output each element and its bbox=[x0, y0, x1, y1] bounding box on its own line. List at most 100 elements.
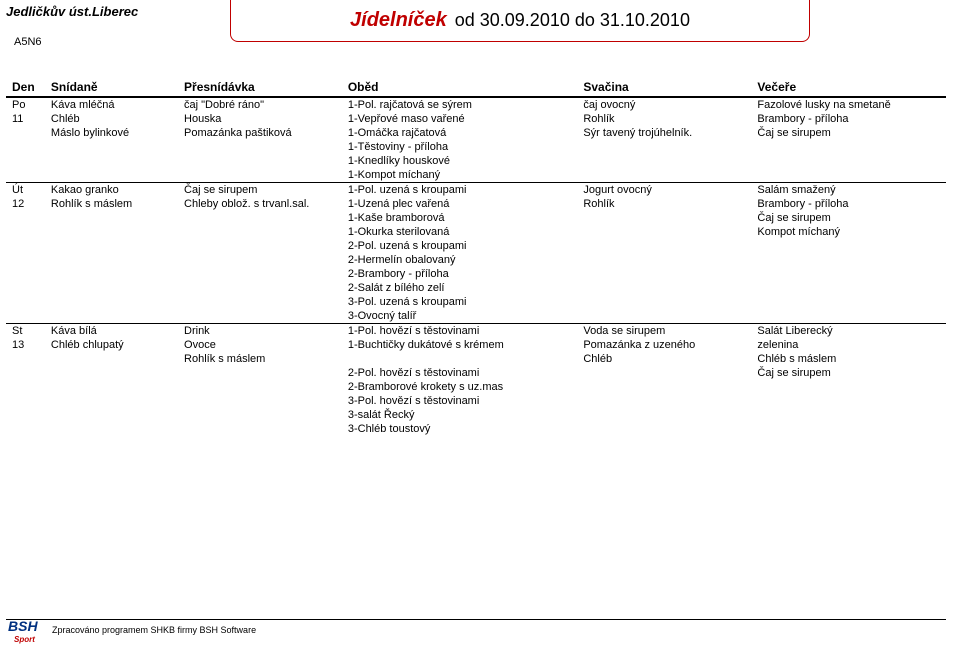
logo-sub-text: Sport bbox=[14, 635, 35, 644]
day-cell bbox=[6, 267, 45, 281]
menu-cell: Čaj se sirupem bbox=[178, 183, 342, 198]
table-row: PoKáva mléčnáčaj "Dobré ráno"1-Pol. rajč… bbox=[6, 97, 946, 112]
menu-cell: Houska bbox=[178, 112, 342, 126]
menu-cell: Voda se sirupem bbox=[577, 324, 751, 339]
menu-cell bbox=[45, 253, 178, 267]
menu-cell: Salám smažený bbox=[751, 183, 946, 198]
menu-cell: 1-Okurka sterilovaná bbox=[342, 225, 578, 239]
table-row: 1-Kompot míchaný bbox=[6, 168, 946, 183]
day-cell bbox=[6, 394, 45, 408]
menu-cell bbox=[45, 352, 178, 366]
col-lunch: Oběd bbox=[342, 78, 578, 97]
table-row: 2-Pol. uzená s kroupami bbox=[6, 239, 946, 253]
day-cell: St bbox=[6, 324, 45, 339]
menu-cell bbox=[178, 281, 342, 295]
day-cell bbox=[6, 140, 45, 154]
menu-cell: Kompot míchaný bbox=[751, 225, 946, 239]
menu-cell bbox=[178, 366, 342, 380]
day-cell bbox=[6, 366, 45, 380]
menu-cell bbox=[45, 267, 178, 281]
menu-cell bbox=[342, 352, 578, 366]
menu-cell bbox=[751, 309, 946, 324]
menu-cell: Sýr tavený trojúhelník. bbox=[577, 126, 751, 140]
day-cell bbox=[6, 281, 45, 295]
menu-cell bbox=[178, 239, 342, 253]
table-row: 3-salát Řecký bbox=[6, 408, 946, 422]
menu-cell: Rohlík bbox=[577, 197, 751, 211]
menu-cell: 1-Těstoviny - příloha bbox=[342, 140, 578, 154]
day-cell bbox=[6, 380, 45, 394]
menu-cell bbox=[178, 309, 342, 324]
day-cell bbox=[6, 352, 45, 366]
menu-cell: 2-Bramborové krokety s uz.mas bbox=[342, 380, 578, 394]
col-snack1: Přesnídávka bbox=[178, 78, 342, 97]
menu-cell: 2-Salát z bílého zelí bbox=[342, 281, 578, 295]
menu-cell: 1-Omáčka rajčatová bbox=[342, 126, 578, 140]
day-cell bbox=[6, 422, 45, 436]
menu-cell: Káva mléčná bbox=[45, 97, 178, 112]
col-breakfast: Snídaně bbox=[45, 78, 178, 97]
menu-cell: Chléb s máslem bbox=[751, 352, 946, 366]
menu-cell bbox=[577, 380, 751, 394]
menu-cell: 1-Pol. rajčatová se sýrem bbox=[342, 97, 578, 112]
menu-cell bbox=[577, 211, 751, 225]
menu-cell bbox=[577, 239, 751, 253]
menu-cell: Rohlík s máslem bbox=[45, 197, 178, 211]
menu-cell bbox=[577, 408, 751, 422]
table-row: 1-Okurka sterilovaná Kompot míchaný bbox=[6, 225, 946, 239]
menu-cell: 1-Pol. hovězí s těstovinami bbox=[342, 324, 578, 339]
table-row: StKáva bíláDrink1-Pol. hovězí s těstovin… bbox=[6, 324, 946, 339]
menu-cell: 2-Pol. uzená s kroupami bbox=[342, 239, 578, 253]
day-cell bbox=[6, 225, 45, 239]
menu-cell bbox=[178, 168, 342, 183]
bsh-logo: BSH Sport bbox=[8, 618, 44, 642]
menu-cell bbox=[751, 239, 946, 253]
menu-cell bbox=[45, 211, 178, 225]
menu-cell bbox=[45, 408, 178, 422]
table-row: 2-Salát z bílého zelí bbox=[6, 281, 946, 295]
menu-cell bbox=[577, 225, 751, 239]
menu-cell bbox=[178, 225, 342, 239]
menu-cell bbox=[178, 267, 342, 281]
table-row: 13Chléb chlupatýOvoce1-Buchtičky dukátov… bbox=[6, 338, 946, 352]
menu-cell: 1-Pol. uzená s kroupami bbox=[342, 183, 578, 198]
menu-cell bbox=[577, 422, 751, 436]
menu-cell bbox=[751, 394, 946, 408]
menu-cell bbox=[178, 295, 342, 309]
table-row: 1-Knedlíky houskové bbox=[6, 154, 946, 168]
menu-cell bbox=[751, 422, 946, 436]
menu-cell: 3-Pol. uzená s kroupami bbox=[342, 295, 578, 309]
menu-cell: 1-Kompot míchaný bbox=[342, 168, 578, 183]
menu-cell bbox=[577, 295, 751, 309]
menu-cell bbox=[577, 154, 751, 168]
menu-cell bbox=[178, 253, 342, 267]
menu-cell: 3-salát Řecký bbox=[342, 408, 578, 422]
menu-cell bbox=[751, 267, 946, 281]
logo-main-text: BSH bbox=[8, 618, 38, 634]
menu-cell: Chléb bbox=[577, 352, 751, 366]
day-cell bbox=[6, 253, 45, 267]
menu-cell: 2-Brambory - příloha bbox=[342, 267, 578, 281]
menu-cell: Rohlík s máslem bbox=[178, 352, 342, 366]
table-row: Máslo bylinkovéPomazánka paštiková1-Omáč… bbox=[6, 126, 946, 140]
footer: BSH Sport Zpracováno programem SHKB firm… bbox=[8, 618, 256, 642]
menu-cell: Káva bílá bbox=[45, 324, 178, 339]
menu-cell: 1-Uzená plec vařená bbox=[342, 197, 578, 211]
menu-cell bbox=[178, 408, 342, 422]
table-header-row: Den Snídaně Přesnídávka Oběd Svačina Več… bbox=[6, 78, 946, 97]
table-row: 2-Pol. hovězí s těstovinamiČaj se sirupe… bbox=[6, 366, 946, 380]
menu-cell bbox=[751, 380, 946, 394]
day-cell bbox=[6, 239, 45, 253]
menu-cell: Brambory - příloha bbox=[751, 197, 946, 211]
menu-cell bbox=[45, 309, 178, 324]
menu-cell bbox=[577, 140, 751, 154]
day-cell bbox=[6, 126, 45, 140]
menu-cell bbox=[577, 281, 751, 295]
menu-cell: 1-Kaše bramborová bbox=[342, 211, 578, 225]
menu-cell bbox=[45, 239, 178, 253]
menu-cell bbox=[577, 309, 751, 324]
menu-cell: Chléb bbox=[45, 112, 178, 126]
table-row: 3-Pol. uzená s kroupami bbox=[6, 295, 946, 309]
day-cell bbox=[6, 309, 45, 324]
menu-cell bbox=[45, 140, 178, 154]
